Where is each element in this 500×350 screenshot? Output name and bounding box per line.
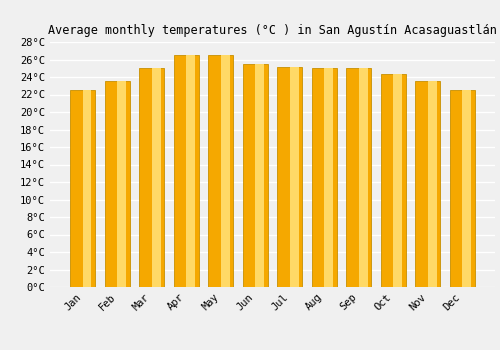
Bar [118, 82, 126, 287]
Bar [324, 68, 333, 287]
Bar [140, 68, 164, 287]
Title: Average monthly temperatures (°C ) in San Agustín Acasaguastlán: Average monthly temperatures (°C ) in Sa… [48, 24, 497, 37]
Bar [174, 55, 199, 287]
Bar [416, 82, 440, 287]
Bar [152, 68, 160, 287]
Bar [256, 64, 264, 287]
Bar [70, 90, 95, 287]
Bar [359, 68, 368, 287]
Bar [462, 90, 471, 287]
Bar [394, 75, 402, 287]
Bar [428, 82, 436, 287]
Bar [290, 66, 298, 287]
Bar [278, 66, 302, 287]
Bar [208, 55, 233, 287]
Bar [312, 68, 336, 287]
Bar [381, 75, 406, 287]
Bar [104, 82, 130, 287]
Bar [83, 90, 92, 287]
Bar [221, 55, 230, 287]
Bar [186, 55, 195, 287]
Bar [346, 68, 371, 287]
Bar [243, 64, 268, 287]
Bar [450, 90, 475, 287]
